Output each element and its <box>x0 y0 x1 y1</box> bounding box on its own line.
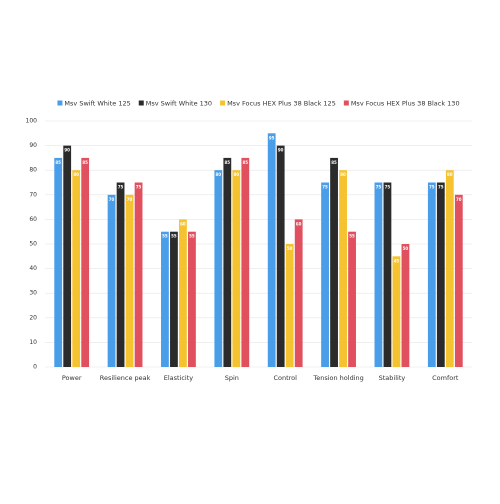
value-label: 90 <box>64 148 70 153</box>
bar <box>285 244 294 367</box>
y-tick-label: 90 <box>29 142 37 149</box>
value-label: 85 <box>243 160 249 165</box>
bar <box>339 170 347 367</box>
value-label: 75 <box>322 185 328 190</box>
x-tick-label: Tension holding <box>312 374 363 382</box>
legend-swatch <box>343 100 349 106</box>
bar <box>63 145 72 367</box>
value-label: 45 <box>394 258 400 263</box>
bar <box>116 182 125 367</box>
value-label: 60 <box>180 221 186 226</box>
value-label: 85 <box>55 160 61 165</box>
value-label: 60 <box>296 221 302 226</box>
bar <box>348 231 356 367</box>
legend-swatch <box>57 100 63 106</box>
value-label: 95 <box>269 135 275 140</box>
value-label: 80 <box>234 172 240 177</box>
value-label: 90 <box>278 148 284 153</box>
bar <box>436 182 445 367</box>
bar <box>223 157 232 367</box>
x-tick-label: Power <box>62 374 82 382</box>
bar <box>445 170 454 367</box>
y-tick-label: 0 <box>33 364 37 371</box>
value-label: 50 <box>287 246 293 251</box>
value-label: 85 <box>331 160 337 165</box>
y-tick-label: 70 <box>29 191 37 198</box>
x-tick-label: Spin <box>225 374 239 382</box>
value-label: 55 <box>349 234 355 239</box>
bar <box>276 145 285 367</box>
value-label: 80 <box>216 172 222 177</box>
y-tick-label: 80 <box>29 167 37 174</box>
value-label: 80 <box>73 172 79 177</box>
bar <box>179 219 187 367</box>
y-tick-label: 10 <box>29 339 37 346</box>
value-label: 75 <box>376 185 382 190</box>
bar <box>134 182 143 367</box>
y-tick-label: 40 <box>29 265 37 272</box>
bar <box>294 219 303 367</box>
legend-swatch <box>138 100 144 106</box>
value-label: 70 <box>456 197 462 202</box>
value-label: 85 <box>225 160 231 165</box>
bar <box>374 182 383 367</box>
x-tick-label: Stability <box>379 374 406 382</box>
value-label: 55 <box>162 234 168 239</box>
value-label: 75 <box>136 185 142 190</box>
y-tick-label: 30 <box>29 290 37 297</box>
x-tick-label: Control <box>273 374 297 382</box>
bar <box>170 231 178 367</box>
legend-label: Msv Swift White 125 <box>64 100 130 108</box>
bar <box>72 170 81 367</box>
bar <box>81 157 90 367</box>
value-label: 70 <box>127 197 133 202</box>
value-label: 55 <box>171 234 177 239</box>
bar <box>454 194 463 367</box>
bar <box>188 231 196 367</box>
value-label: 55 <box>189 234 195 239</box>
y-tick-label: 100 <box>26 118 38 125</box>
value-label: 70 <box>109 197 115 202</box>
legend-label: Msv Focus HEX Plus 38 Black 130 <box>351 100 460 108</box>
value-label: 50 <box>403 246 409 251</box>
value-label: 80 <box>447 172 453 177</box>
y-tick-label: 20 <box>29 314 37 321</box>
bar <box>161 231 169 367</box>
value-label: 80 <box>340 172 346 177</box>
bar <box>392 256 401 367</box>
bar <box>214 170 223 367</box>
bar <box>125 194 134 367</box>
bar <box>241 157 250 367</box>
x-tick-label: Comfort <box>432 374 459 382</box>
y-tick-label: 50 <box>29 241 37 248</box>
legend-label: Msv Focus HEX Plus 38 Black 125 <box>227 100 336 108</box>
legend-label: Msv Swift White 130 <box>146 100 212 108</box>
value-label: 85 <box>82 160 88 165</box>
y-tick-label: 60 <box>29 216 37 223</box>
bar <box>383 182 392 367</box>
value-label: 75 <box>429 185 435 190</box>
value-label: 75 <box>385 185 391 190</box>
bar <box>54 157 63 367</box>
x-tick-label: Elasticity <box>164 374 194 382</box>
bar <box>107 194 116 367</box>
value-label: 75 <box>118 185 124 190</box>
bar <box>401 244 410 367</box>
x-tick-label: Resilience peak <box>100 374 151 382</box>
bar <box>330 157 338 367</box>
value-label: 75 <box>438 185 444 190</box>
bar <box>232 170 241 367</box>
bar <box>267 133 276 367</box>
bar <box>427 182 436 367</box>
legend-swatch <box>220 100 226 106</box>
bar <box>321 182 329 367</box>
